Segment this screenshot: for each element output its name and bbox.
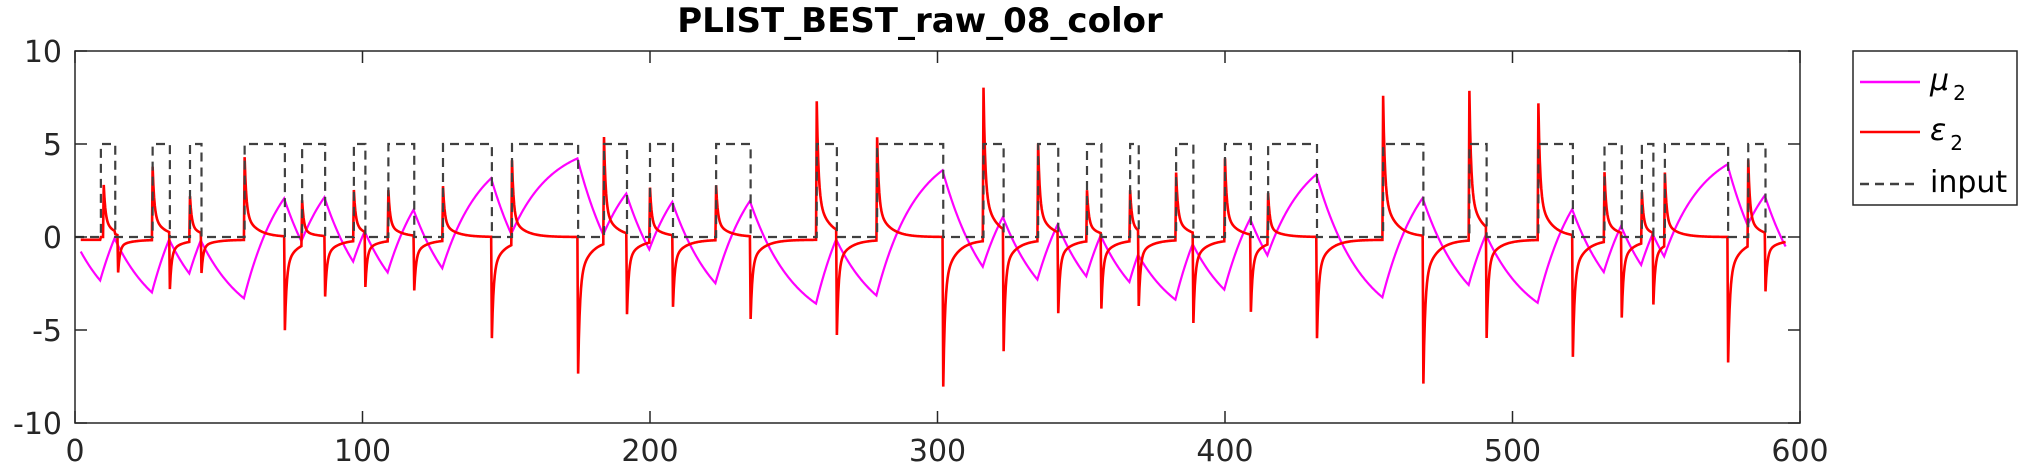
x-tick-label: 100 [334,434,391,469]
x-tick-label: 400 [1196,434,1253,469]
x-tick-label: 200 [621,434,678,469]
x-tick-label: 500 [1484,434,1541,469]
plot-area: 0 100 200 300 400 500 600 -10 -5 0 5 10 [13,35,1829,469]
y-tick-label: -5 [32,314,62,349]
x-tick-label: 300 [909,434,966,469]
y-tick-label: 10 [24,35,62,70]
x-tick-label: 0 [65,434,84,469]
legend-box [1852,50,2018,206]
series-line-input [75,142,1786,239]
x-tick-label: 600 [1771,434,1828,469]
series-line-epsilon2 [80,87,1786,387]
y-tick-label: 0 [43,221,62,256]
y-tick-label: -10 [13,407,62,442]
y-tick-label: 5 [43,128,62,163]
legend-label-input: input [1930,165,2007,200]
legend: μ 2 ε 2 input [1852,50,2018,206]
chart-title: PLIST_BEST_raw_08_color [677,1,1163,41]
